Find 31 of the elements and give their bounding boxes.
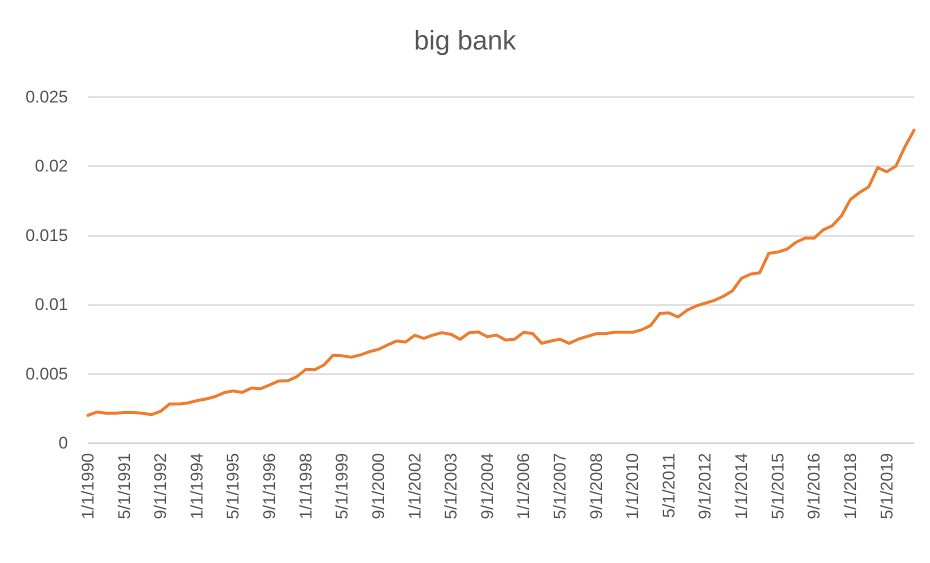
x-tick-label: 1/1/1998 bbox=[296, 453, 316, 520]
x-tick-label: 5/1/2015 bbox=[768, 453, 788, 520]
x-tick-label: 9/1/2012 bbox=[696, 453, 715, 520]
x-tick-label: 9/1/1996 bbox=[260, 453, 280, 520]
y-tick-label: 0.02 bbox=[34, 156, 68, 176]
x-tick-label: 5/1/2011 bbox=[659, 453, 678, 518]
chart-title: big bank bbox=[414, 26, 517, 56]
x-tick-label: 1/1/1990 bbox=[78, 453, 98, 520]
x-tick-label: 1/1/2014 bbox=[732, 453, 752, 520]
x-tick-label: 5/1/2003 bbox=[442, 453, 461, 520]
x-tick-label: 1/1/2006 bbox=[514, 453, 534, 520]
x-tick-label: 9/1/2004 bbox=[478, 453, 497, 520]
x-tick-label: 1/1/2018 bbox=[840, 453, 860, 520]
y-tick-label: 0 bbox=[58, 434, 68, 452]
x-tick-label: 5/1/1995 bbox=[224, 453, 243, 520]
x-tick-label: 9/1/2000 bbox=[368, 453, 388, 520]
x-tick-label: 5/1/2007 bbox=[550, 453, 570, 520]
x-tick-label: 9/1/2016 bbox=[804, 453, 824, 520]
x-tick-label: 1/1/2002 bbox=[405, 453, 424, 520]
x-tick-label: 5/1/2019 bbox=[877, 453, 896, 520]
line-series bbox=[86, 128, 916, 417]
x-tick-label: 1/1/1994 bbox=[187, 453, 206, 520]
x-tick-label: 1/1/2010 bbox=[623, 453, 642, 520]
y-tick-label: 0.025 bbox=[25, 88, 68, 106]
y-tick-label: 0.01 bbox=[34, 295, 68, 314]
y-tick-label: 0.015 bbox=[25, 226, 68, 245]
x-tick-label: 9/1/1992 bbox=[151, 453, 170, 520]
x-tick-label: 5/1/1991 bbox=[114, 453, 134, 520]
x-tick-label: 9/1/2008 bbox=[586, 453, 606, 520]
x-tick-label: 5/1/1999 bbox=[332, 453, 352, 520]
y-tick-label: 0.005 bbox=[25, 364, 68, 384]
